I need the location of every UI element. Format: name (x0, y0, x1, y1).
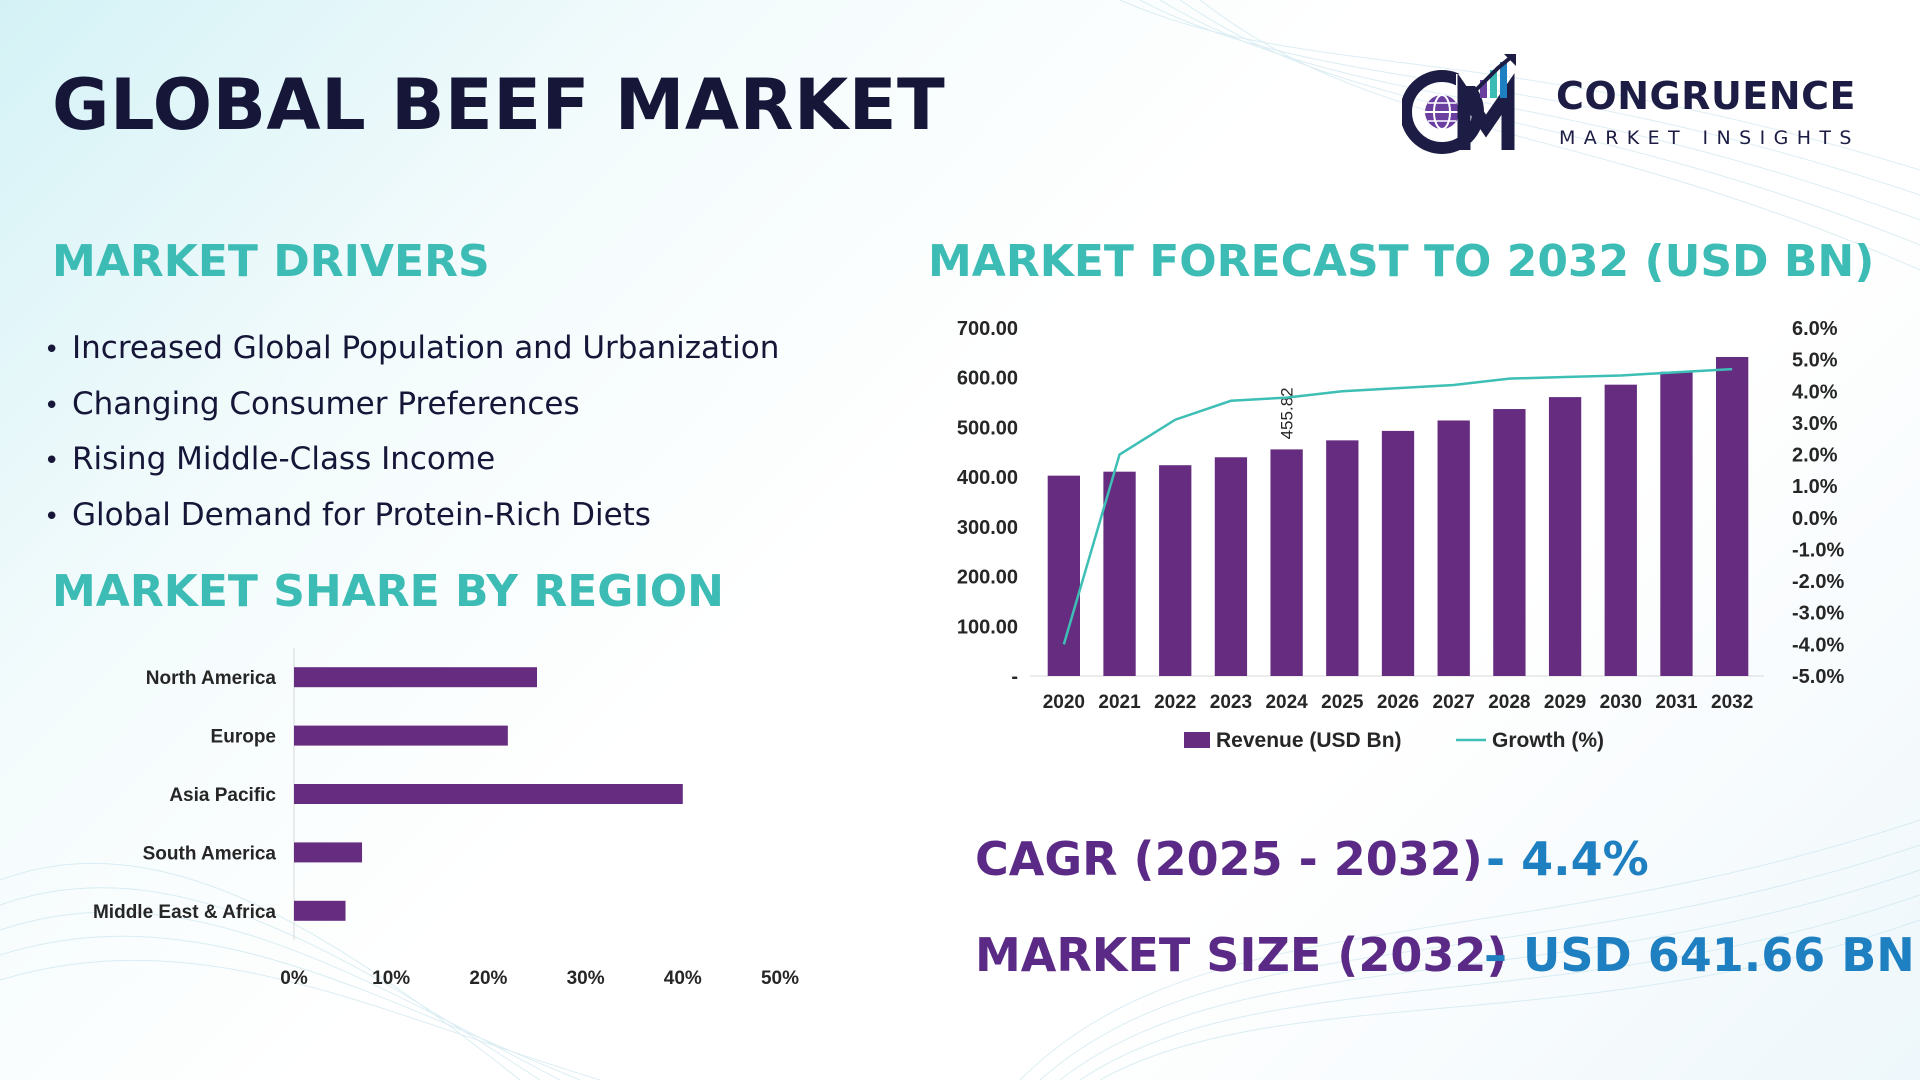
region-x-tick-label: 30% (567, 968, 605, 989)
region-heading: MARKET SHARE BY REGION (52, 566, 724, 617)
revenue-bar (1381, 430, 1415, 676)
forecast-right-tick-label: 2.0% (1792, 445, 1838, 467)
forecast-year-label: 2023 (1210, 692, 1252, 713)
forecast-year-label: 2028 (1488, 692, 1530, 713)
region-bar (294, 784, 683, 804)
cm-globe-growth-logo-icon (1402, 54, 1516, 154)
market-size-value: – USD 641.66 BN (1484, 928, 1915, 982)
company-logo: CONGRUENCE MARKET INSIGHTS (1402, 54, 1882, 158)
forecast-year-label: 2020 (1043, 692, 1085, 713)
forecast-year-label: 2030 (1600, 692, 1642, 713)
region-bar (294, 842, 363, 863)
growth-line (1062, 367, 1733, 645)
region-x-tick-label: 0% (280, 968, 308, 989)
forecast-year-label: 2029 (1544, 692, 1586, 713)
forecast-year-label: 2026 (1377, 692, 1419, 713)
driver-item: • Rising Middle-Class Income (44, 441, 496, 477)
forecast-right-tick-label: -2.0% (1792, 571, 1844, 593)
logo-subtitle: MARKET INSIGHTS (1559, 127, 1860, 149)
forecast-right-tick-label: 0.0% (1792, 508, 1838, 530)
forecast-year-label: 2022 (1154, 692, 1196, 713)
region-category-label: North America (146, 668, 277, 689)
forecast-left-tick-label: - (1011, 666, 1018, 688)
revenue-bar (1660, 371, 1693, 676)
forecast-left-tick-label: 200.00 (957, 567, 1018, 589)
forecast-year-label: 2027 (1433, 692, 1475, 713)
region-category-label: Europe (211, 727, 276, 748)
legend-revenue-label: Revenue (USD Bn) (1216, 729, 1402, 752)
region-category-label: Middle East & Africa (93, 902, 276, 923)
page-title: GLOBAL BEEF MARKET (52, 64, 946, 146)
revenue-data-label: 455.82 (1278, 387, 1297, 439)
revenue-bar (1326, 440, 1359, 676)
region-bar (294, 667, 537, 688)
revenue-bar (1270, 449, 1303, 676)
forecast-right-tick-label: -1.0% (1792, 539, 1844, 561)
driver-item: • Changing Consumer Preferences (44, 385, 580, 422)
revenue-bar (1493, 409, 1526, 676)
legend-revenue-swatch (1184, 732, 1210, 748)
forecast-left-tick-label: 500.00 (957, 417, 1018, 439)
forecast-year-label: 2024 (1265, 692, 1308, 713)
region-x-tick-label: 40% (664, 968, 702, 989)
forecast-right-tick-label: 5.0% (1792, 350, 1838, 372)
revenue-bar (1214, 457, 1248, 676)
forecast-year-label: 2032 (1711, 692, 1753, 713)
region-x-tick-label: 50% (761, 968, 799, 989)
market-size-label: MARKET SIZE (2032) (975, 928, 1508, 982)
forecast-right-tick-label: 1.0% (1792, 476, 1838, 498)
region-share-chart: North America Europe Asia Pacific South Ame… (93, 648, 799, 989)
revenue-bar (1047, 475, 1080, 676)
forecast-left-tick-label: 400.00 (957, 467, 1018, 489)
drivers-heading: MARKET DRIVERS (52, 236, 490, 287)
forecast-left-tick-label: 300.00 (957, 517, 1018, 539)
forecast-right-tick-label: 3.0% (1792, 413, 1838, 435)
forecast-left-tick-label: 700.00 (957, 318, 1018, 340)
revenue-bar (1604, 384, 1637, 676)
driver-item: • Increased Global Population and Urbaniz… (44, 330, 780, 366)
forecast-right-tick-label: -5.0% (1792, 666, 1844, 688)
forecast-chart: - 100.00 200.00 300.00 400.00 500.00 600.00 700… (957, 318, 1845, 752)
revenue-bar (1437, 420, 1470, 676)
forecast-right-tick-label: 6.0% (1792, 318, 1838, 340)
forecast-right-tick-label: -3.0% (1792, 603, 1844, 625)
legend-growth-label: Growth (%) (1492, 729, 1604, 752)
driver-item: • Global Demand for Protein-Rich Diets (44, 496, 651, 533)
revenue-bar (1716, 357, 1749, 676)
revenue-bar (1548, 397, 1582, 676)
forecast-right-tick-label: 4.0% (1792, 381, 1838, 403)
forecast-left-tick-label: 600.00 (957, 368, 1018, 390)
forecast-year-label: 2021 (1098, 692, 1141, 713)
region-bar (294, 725, 508, 746)
drivers-list: • Increased Global Population and Urbaniz… (44, 322, 779, 544)
forecast-year-label: 2025 (1321, 692, 1364, 713)
region-x-tick-label: 10% (372, 968, 410, 989)
revenue-bar (1103, 471, 1136, 676)
forecast-heading: MARKET FORECAST TO 2032 (USD BN) (928, 236, 1875, 287)
region-bar (294, 900, 346, 921)
logo-name: CONGRUENCE (1556, 74, 1856, 118)
cagr-label: CAGR (2025 - 2032) (975, 832, 1483, 886)
region-x-tick-label: 20% (469, 968, 507, 989)
cagr-value: - 4.4% (1486, 832, 1649, 886)
forecast-left-tick-label: 100.00 (957, 616, 1018, 638)
forecast-year-label: 2031 (1655, 692, 1698, 713)
region-category-label: South America (143, 843, 277, 864)
region-category-label: Asia Pacific (169, 785, 276, 806)
revenue-bar (1159, 465, 1192, 676)
forecast-right-tick-label: -4.0% (1792, 634, 1844, 656)
